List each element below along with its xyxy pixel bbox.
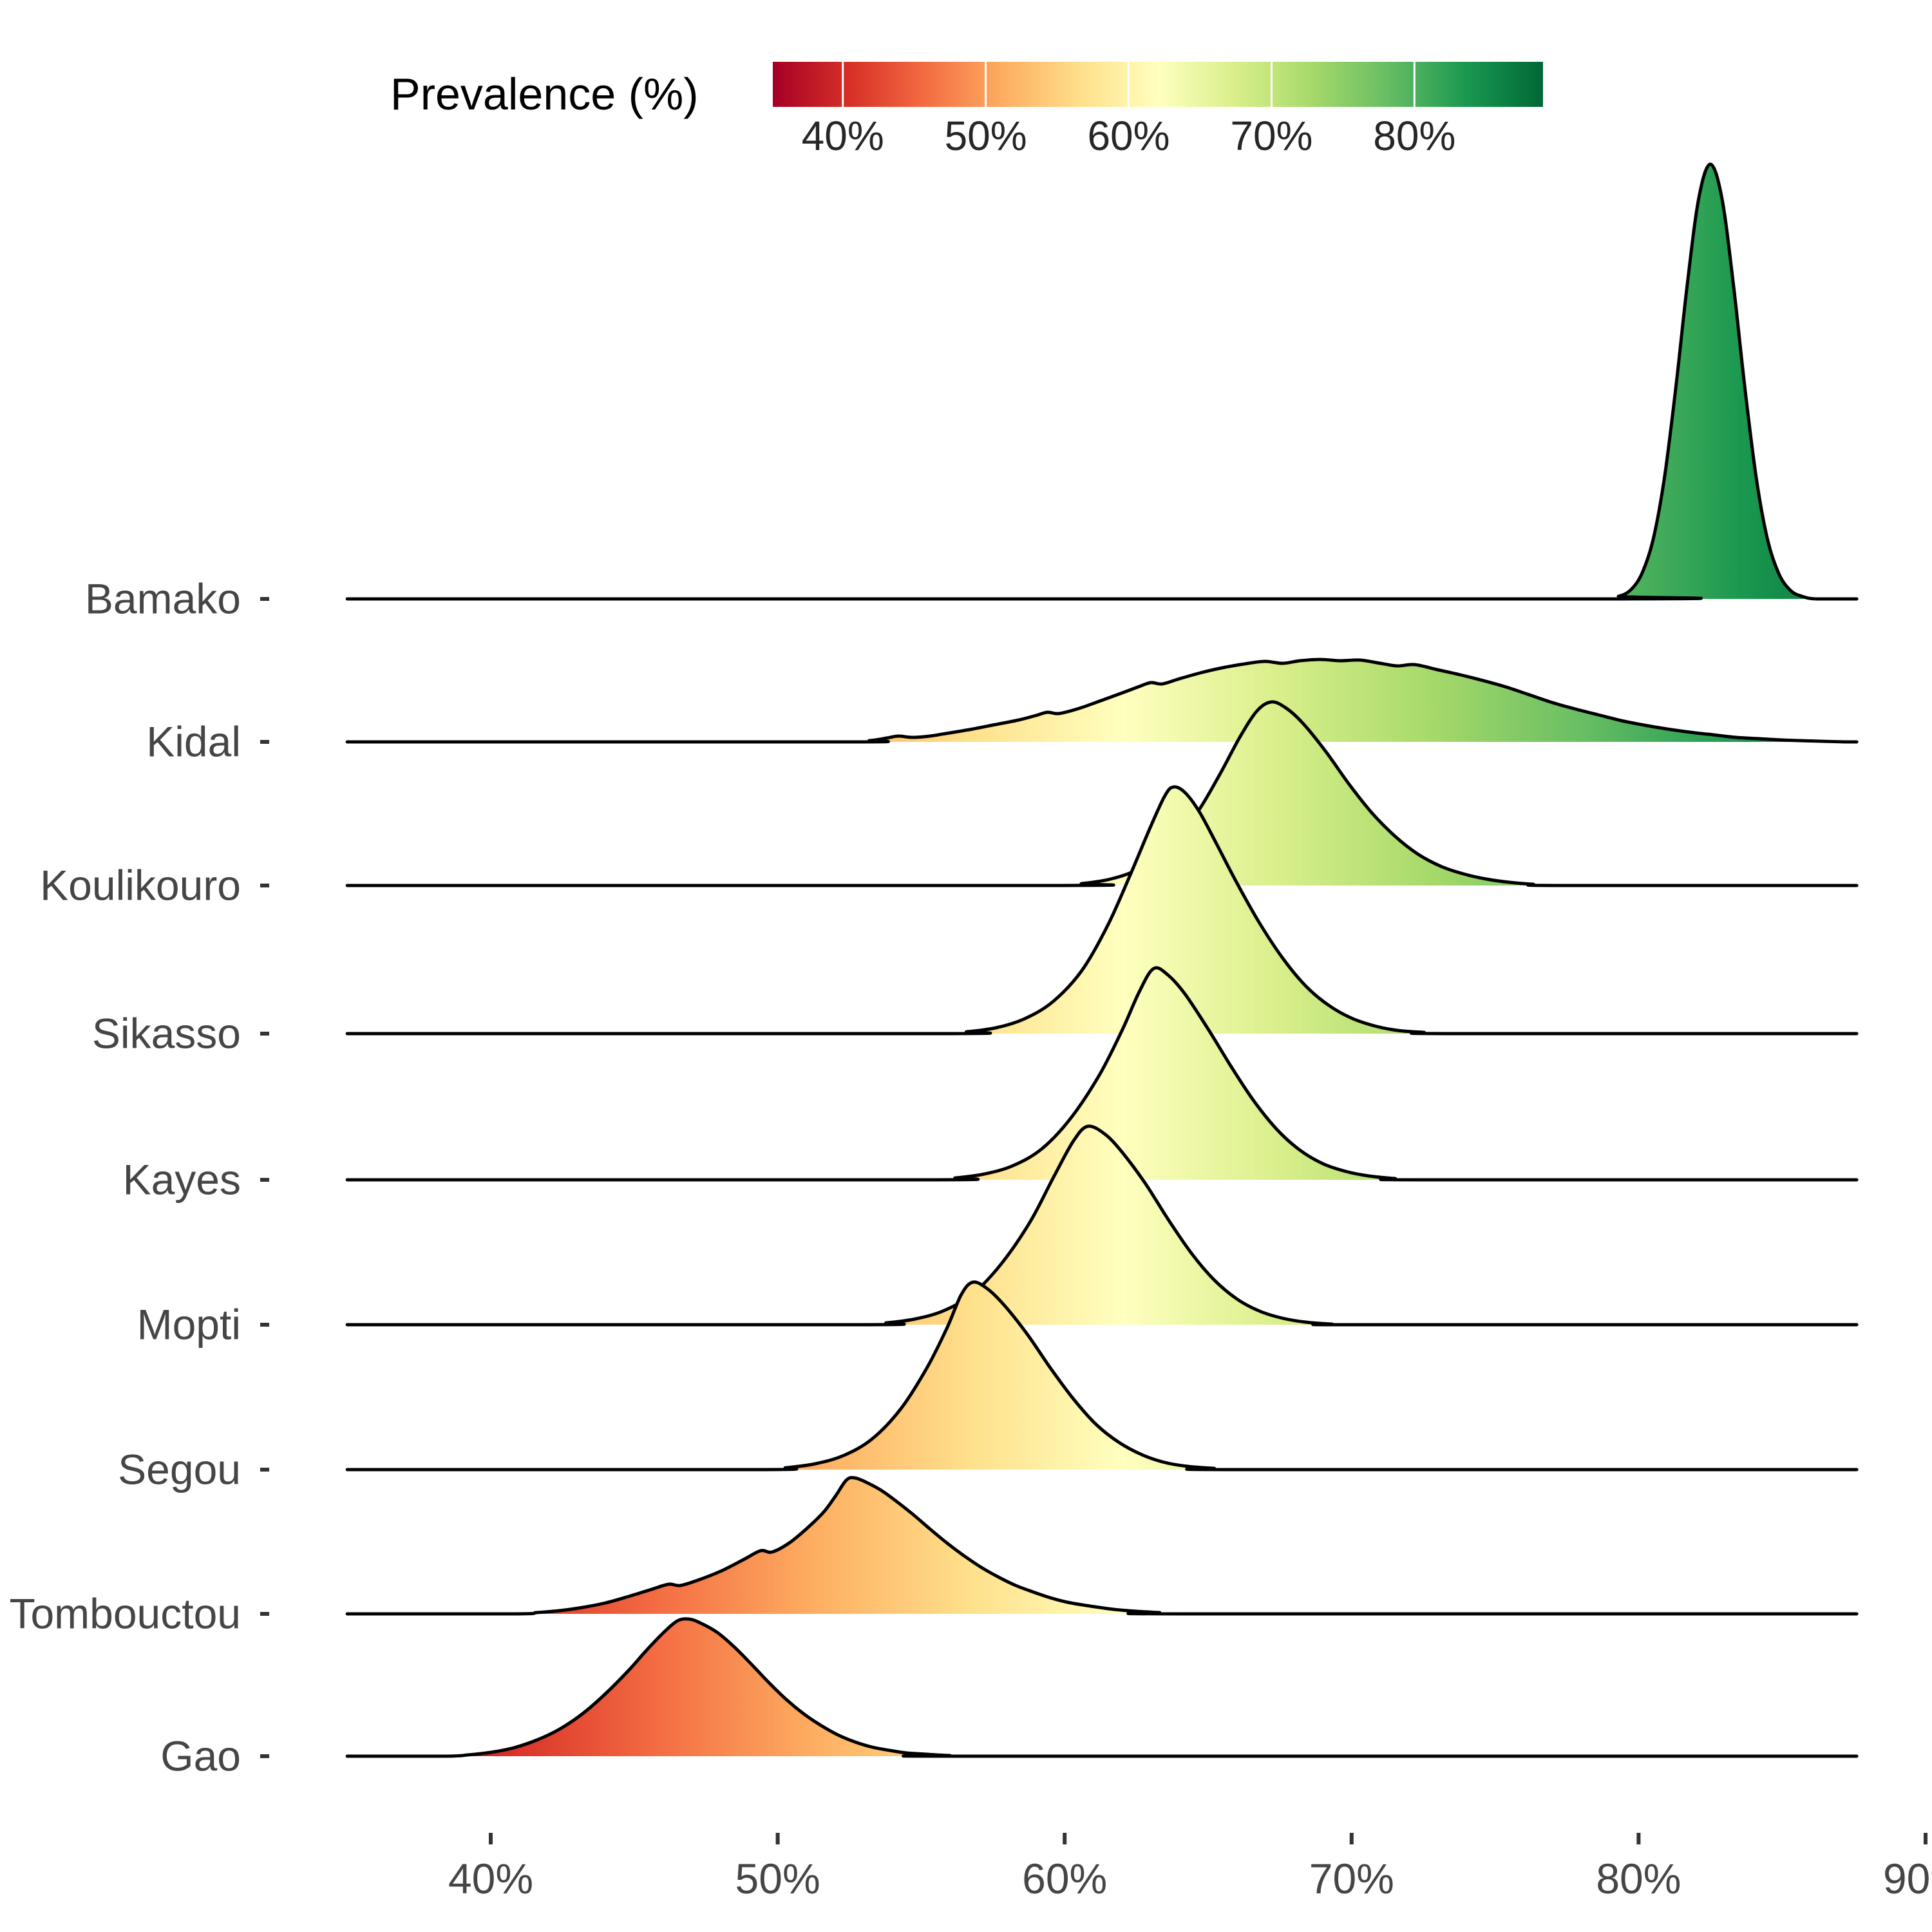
row-label-gao: Gao	[160, 1732, 241, 1779]
legend-tick-label: 70%	[1230, 113, 1312, 159]
row-label-koulikouro: Koulikouro	[40, 861, 241, 909]
x-tick-label: 50%	[735, 1855, 820, 1902]
x-tick-label: 40%	[448, 1855, 533, 1902]
x-tick-label: 60%	[1022, 1855, 1107, 1902]
x-axis: 40% 50% 60% 70% 80% 90%	[448, 1833, 1932, 1902]
row-label-bamako: Bamako	[85, 574, 241, 622]
density-curve-koulikouro	[345, 700, 1859, 887]
row-label-sikasso: Sikasso	[92, 1009, 241, 1057]
x-tick-label: 70%	[1309, 1855, 1394, 1902]
x-tick-label: 90%	[1883, 1855, 1932, 1902]
density-curve-segou	[345, 1280, 1859, 1472]
legend-tick-label: 50%	[945, 113, 1027, 159]
legend-tick-label: 60%	[1087, 113, 1170, 159]
legend-tick-label: 80%	[1373, 113, 1455, 159]
row-label-kidal: Kidal	[146, 717, 241, 765]
density-curve-mopti	[345, 1124, 1859, 1327]
x-tick-label: 80%	[1596, 1855, 1681, 1902]
density-curve-tombouctou	[345, 1475, 1859, 1616]
row-label-tombouctou: Tombouctou	[9, 1589, 241, 1637]
legend-colorbar	[773, 62, 1543, 107]
density-curve-bamako	[345, 162, 1859, 601]
legend-title: Prevalence (%)	[390, 69, 699, 119]
legend: Prevalence (%) 40% 50% 60% 70% 80%	[390, 62, 1543, 159]
density-curve-kidal	[345, 658, 1859, 744]
legend-tick-label: 40%	[802, 113, 884, 159]
y-axis: Bamako Kidal Koulikouro Sikasso Kayes Mopti Se…	[9, 574, 269, 1779]
density-curve-gao	[345, 1617, 1859, 1758]
density-curve-sikasso	[345, 785, 1859, 1036]
row-label-mopti: Mopti	[137, 1300, 241, 1348]
density-ridges	[345, 162, 1859, 1758]
row-label-kayes: Kayes	[123, 1155, 241, 1203]
density-curve-kayes	[345, 966, 1859, 1182]
row-label-segou: Segou	[118, 1445, 241, 1493]
